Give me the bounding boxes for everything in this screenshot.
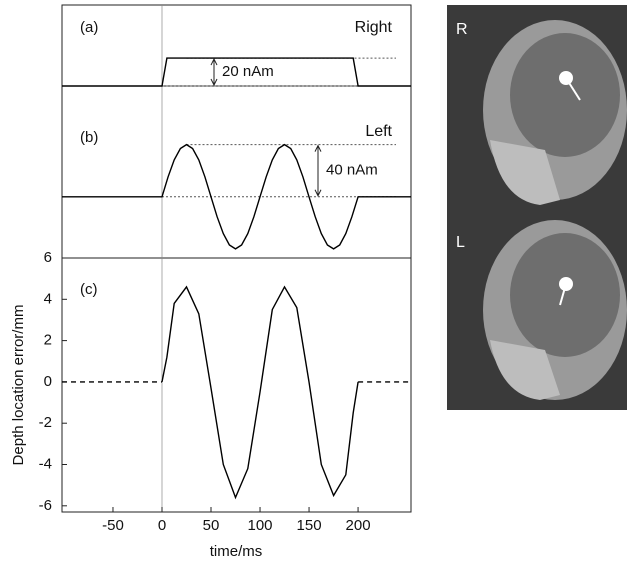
x-tick-label: 0 (158, 517, 166, 534)
figure: R L (a) Right 20 nAm (b) Left 40 nAm (c) -6 -4 -2… (0, 0, 640, 565)
image-label: R (456, 21, 468, 38)
data-line (62, 145, 411, 249)
y-tick-label: 4 (44, 290, 52, 307)
panel-title: Left (365, 123, 392, 140)
annotation: 40 nAm (326, 162, 378, 179)
y-tick-label: -6 (39, 497, 52, 514)
x-tick-label: 200 (346, 517, 371, 534)
panel-label: (a) (80, 19, 98, 36)
x-tick-label: 100 (248, 517, 273, 534)
y-axis-label: Depth location error/mm (10, 305, 27, 466)
y-tick-label: 2 (44, 332, 52, 349)
y-tick-label: -4 (39, 455, 52, 472)
data-line (162, 287, 358, 498)
y-tick-label: 0 (44, 373, 52, 390)
x-tick-label: 50 (203, 517, 220, 534)
y-tick-label: 6 (44, 249, 52, 266)
y-tick-label: -2 (39, 414, 52, 431)
x-axis-label: time/ms (210, 543, 263, 560)
head-l (483, 220, 627, 400)
panel-label: (c) (80, 281, 98, 298)
panel-title: Right (355, 19, 393, 36)
annotation: 20 nAm (222, 63, 274, 80)
image-label: L (456, 234, 465, 251)
panel-label: (b) (80, 129, 98, 146)
panel-c-frame (62, 258, 411, 512)
x-tick-label: -50 (102, 517, 124, 534)
x-tick-label: 150 (297, 517, 322, 534)
